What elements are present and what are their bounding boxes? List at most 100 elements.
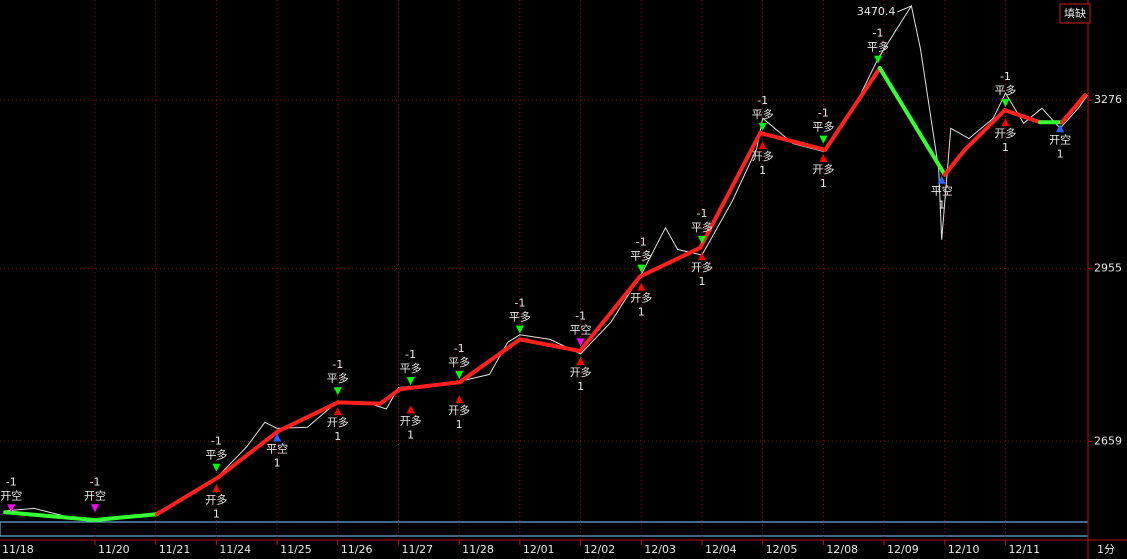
signal-label: -1 xyxy=(332,358,343,371)
signal-label: 开多 xyxy=(327,415,349,429)
signal-arrow xyxy=(758,122,767,131)
signal-label: 开空 xyxy=(1049,132,1071,146)
signal-arrow xyxy=(212,484,221,493)
signal-arrow xyxy=(406,405,415,414)
signal-label: -1 xyxy=(6,475,17,488)
signal-label: 开多 xyxy=(205,492,227,506)
high-label: 3470.4 xyxy=(857,5,896,18)
trend-segment xyxy=(877,66,947,177)
trend-segment xyxy=(275,400,340,434)
signal-label: 开多 xyxy=(691,260,713,274)
trend-segment xyxy=(577,274,643,353)
signal-arrow xyxy=(1001,118,1010,127)
x-tick-label: 12/09 xyxy=(887,543,919,556)
signal-label: 1 xyxy=(577,380,584,393)
trend-segment xyxy=(1059,93,1087,125)
signal-label: 开多 xyxy=(752,149,774,163)
signal-arrow xyxy=(515,325,524,334)
signal-label: 平多 xyxy=(509,310,531,324)
x-tick-label: 11/25 xyxy=(280,543,312,556)
signal-label: 1 xyxy=(938,199,945,212)
signal-label: 开多 xyxy=(570,365,592,379)
signal-label: 平空 xyxy=(266,441,288,455)
signal-arrow xyxy=(697,236,706,245)
signal-label: -1 xyxy=(405,348,416,361)
signal-arrow xyxy=(7,504,16,513)
period-label: 1分 xyxy=(1097,543,1115,556)
trend-segment xyxy=(517,337,582,353)
trend-segment xyxy=(758,130,828,152)
fill-gap-button[interactable] xyxy=(1059,3,1091,24)
signal-arrow xyxy=(937,175,946,184)
fill-gap-label[interactable]: 填缺 xyxy=(1064,6,1086,20)
trend-segment xyxy=(378,387,402,406)
signal-label: -1 xyxy=(696,207,707,220)
signal-arrow xyxy=(576,356,585,365)
signal-label: -1 xyxy=(90,475,101,488)
trend-segment xyxy=(457,337,522,385)
signal-arrow xyxy=(873,55,882,64)
signal-label: -1 xyxy=(873,27,884,40)
signal-arrow xyxy=(333,387,342,396)
signal-label: -1 xyxy=(454,342,465,355)
high-pointer xyxy=(897,5,912,13)
trend-segment xyxy=(638,245,703,279)
x-tick-label: 11/26 xyxy=(341,543,373,556)
x-tick-label: 12/03 xyxy=(644,543,676,556)
x-tick-label: 12/05 xyxy=(766,543,798,556)
signal-label: 平多 xyxy=(994,83,1016,97)
signal-label: -1 xyxy=(575,309,586,322)
signal-label: 开多 xyxy=(400,413,422,427)
signal-label: 开空 xyxy=(84,488,106,502)
signal-label: -1 xyxy=(1000,70,1011,83)
x-tick-label: 11/28 xyxy=(462,543,494,556)
signal-arrow xyxy=(1001,99,1010,108)
trend-segment xyxy=(397,380,462,392)
signal-label: 1 xyxy=(1057,147,1064,160)
trend-segment xyxy=(92,512,159,522)
signal-label: 平多 xyxy=(448,355,470,369)
signal-label: 开空 xyxy=(0,488,22,502)
y-tick-label: 2659 xyxy=(1094,434,1122,447)
signal-arrow xyxy=(455,371,464,380)
trend-segment xyxy=(823,66,882,152)
x-tick-label: 12/08 xyxy=(826,543,858,556)
trend-segment xyxy=(942,147,967,177)
signal-arrow xyxy=(406,377,415,386)
x-tick-label: 11/20 xyxy=(98,543,130,556)
trend-segment xyxy=(698,130,763,250)
signal-arrow xyxy=(697,252,706,261)
signal-label: 1 xyxy=(759,164,766,177)
x-tick-label: 12/02 xyxy=(584,543,616,556)
signal-label: 平多 xyxy=(327,371,349,385)
signal-arrow xyxy=(333,407,342,416)
x-tick-label: 11/24 xyxy=(219,543,251,556)
signal-label: 1 xyxy=(820,177,827,190)
y-tick-label: 3276 xyxy=(1094,93,1122,106)
signal-arrow xyxy=(819,135,828,144)
x-tick-label: 12/11 xyxy=(1008,543,1040,556)
signal-arrow xyxy=(90,504,99,513)
signal-label: -1 xyxy=(757,94,768,107)
signal-label: 1 xyxy=(334,430,341,443)
signal-label: 开多 xyxy=(812,162,834,176)
signal-arrow xyxy=(576,338,585,347)
signal-label: 1 xyxy=(638,306,645,319)
signal-label: 平多 xyxy=(205,448,227,462)
signal-label: 平多 xyxy=(867,40,889,54)
signal-label: 平多 xyxy=(691,220,713,234)
signal-label: -1 xyxy=(636,236,647,249)
signal-label: 1 xyxy=(698,275,705,288)
trend-segment xyxy=(335,400,383,406)
x-tick-label: 12/01 xyxy=(523,543,555,556)
trend-segment xyxy=(3,510,97,522)
signal-label: 开多 xyxy=(630,291,652,305)
signal-label: -1 xyxy=(514,297,525,310)
signal-label: 平多 xyxy=(400,361,422,375)
signal-label: 平多 xyxy=(630,249,652,263)
x-tick-label: 11/21 xyxy=(159,543,191,556)
x-tick-label: 12/10 xyxy=(948,543,980,556)
x-tick-label: 12/04 xyxy=(705,543,737,556)
